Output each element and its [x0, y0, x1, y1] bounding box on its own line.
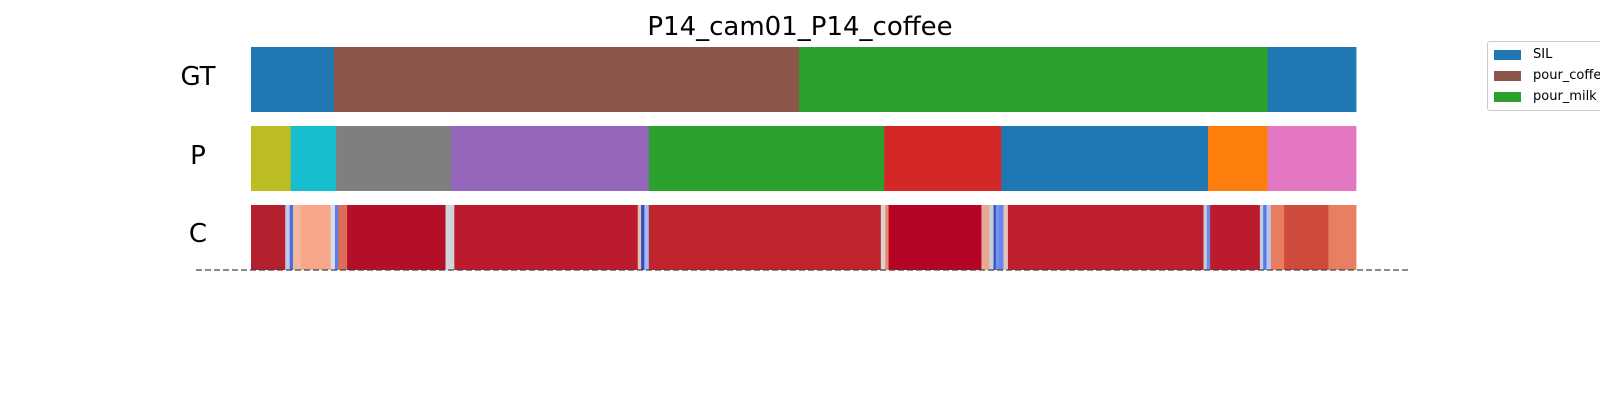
- legend-label-pour-coffee: pour_coffee: [1533, 68, 1600, 83]
- confidence-segment-4: [300, 205, 331, 270]
- confidence-segment-33: [1328, 205, 1357, 270]
- pred-segment-1: [290, 126, 337, 191]
- confidence-segment-1: [285, 205, 291, 270]
- confidence-segment-13: [644, 205, 650, 270]
- confidence-segment-11: [637, 205, 642, 270]
- confidence-segment-23: [1003, 205, 1009, 270]
- confidence-segment-21: [995, 205, 1000, 270]
- confidence-segment-18: [981, 205, 990, 270]
- pred-segment-5: [884, 126, 1002, 191]
- confidence-segment-25: [1203, 205, 1208, 270]
- confidence-segment-24: [1007, 205, 1204, 270]
- pred-segment-0: [251, 126, 292, 191]
- row-label-c: C: [188, 219, 208, 249]
- confidence-segment-14: [648, 205, 882, 270]
- confidence-segment-9: [445, 205, 455, 270]
- pred-row: [251, 126, 1357, 191]
- legend-item-pour-milk: pour_milk: [1494, 89, 1597, 105]
- confidence-segment-7: [338, 205, 348, 270]
- pred-segment-3: [451, 126, 650, 191]
- confidence-segment-0: [251, 205, 286, 270]
- confidence-segment-30: [1266, 205, 1272, 270]
- confidence-segment-5: [330, 205, 336, 270]
- confidence-segment-15: [880, 205, 886, 270]
- legend-item-sil: SIL: [1494, 47, 1552, 63]
- gt-segment-1: [333, 47, 800, 112]
- confidence-segment-6: [334, 205, 339, 270]
- confidence-segment-10: [454, 205, 639, 270]
- chart-title: P14_cam01_P14_coffee: [647, 12, 953, 42]
- confidence-segment-8: [347, 205, 446, 270]
- legend-label-sil: SIL: [1533, 47, 1553, 62]
- pred-segment-6: [1001, 126, 1209, 191]
- gt-segment-0: [251, 47, 335, 112]
- row-label-gt: GT: [180, 62, 216, 92]
- confidence-segment-32: [1284, 205, 1329, 270]
- gt-row: [251, 47, 1357, 112]
- row-label-p: P: [190, 141, 206, 171]
- confidence-segment-17: [888, 205, 982, 270]
- pred-segment-7: [1207, 126, 1268, 191]
- legend-item-pour-coffee: pour_coffee: [1494, 68, 1600, 84]
- pred-segment-2: [336, 126, 452, 191]
- confidence-segment-2: [289, 205, 294, 270]
- legend-label-pour-milk: pour_milk: [1533, 89, 1597, 104]
- confidence-segment-26: [1206, 205, 1211, 270]
- confidence-segment-3: [292, 205, 302, 270]
- confidence-segment-16: [885, 205, 889, 270]
- confidence-segment-22: [999, 205, 1004, 270]
- legend: SIL pour_coffee pour_milk: [1487, 41, 1600, 111]
- confidence-segment-28: [1259, 205, 1264, 270]
- confidence-segment-19: [989, 205, 994, 270]
- gt-segment-3: [1267, 47, 1357, 112]
- confidence-segment-20: [993, 205, 997, 270]
- legend-swatch-pour-milk: [1494, 91, 1521, 102]
- confidence-segment-31: [1270, 205, 1285, 270]
- gt-segment-2: [799, 47, 1268, 112]
- confidence-row: [251, 205, 1357, 270]
- confidence-segment-12: [641, 205, 645, 270]
- legend-swatch-pour-coffee: [1494, 70, 1521, 81]
- pred-segment-8: [1267, 126, 1357, 191]
- pred-segment-4: [648, 126, 885, 191]
- confidence-segment-27: [1210, 205, 1261, 270]
- confidence-segment-29: [1263, 205, 1267, 270]
- legend-swatch-sil: [1494, 49, 1521, 60]
